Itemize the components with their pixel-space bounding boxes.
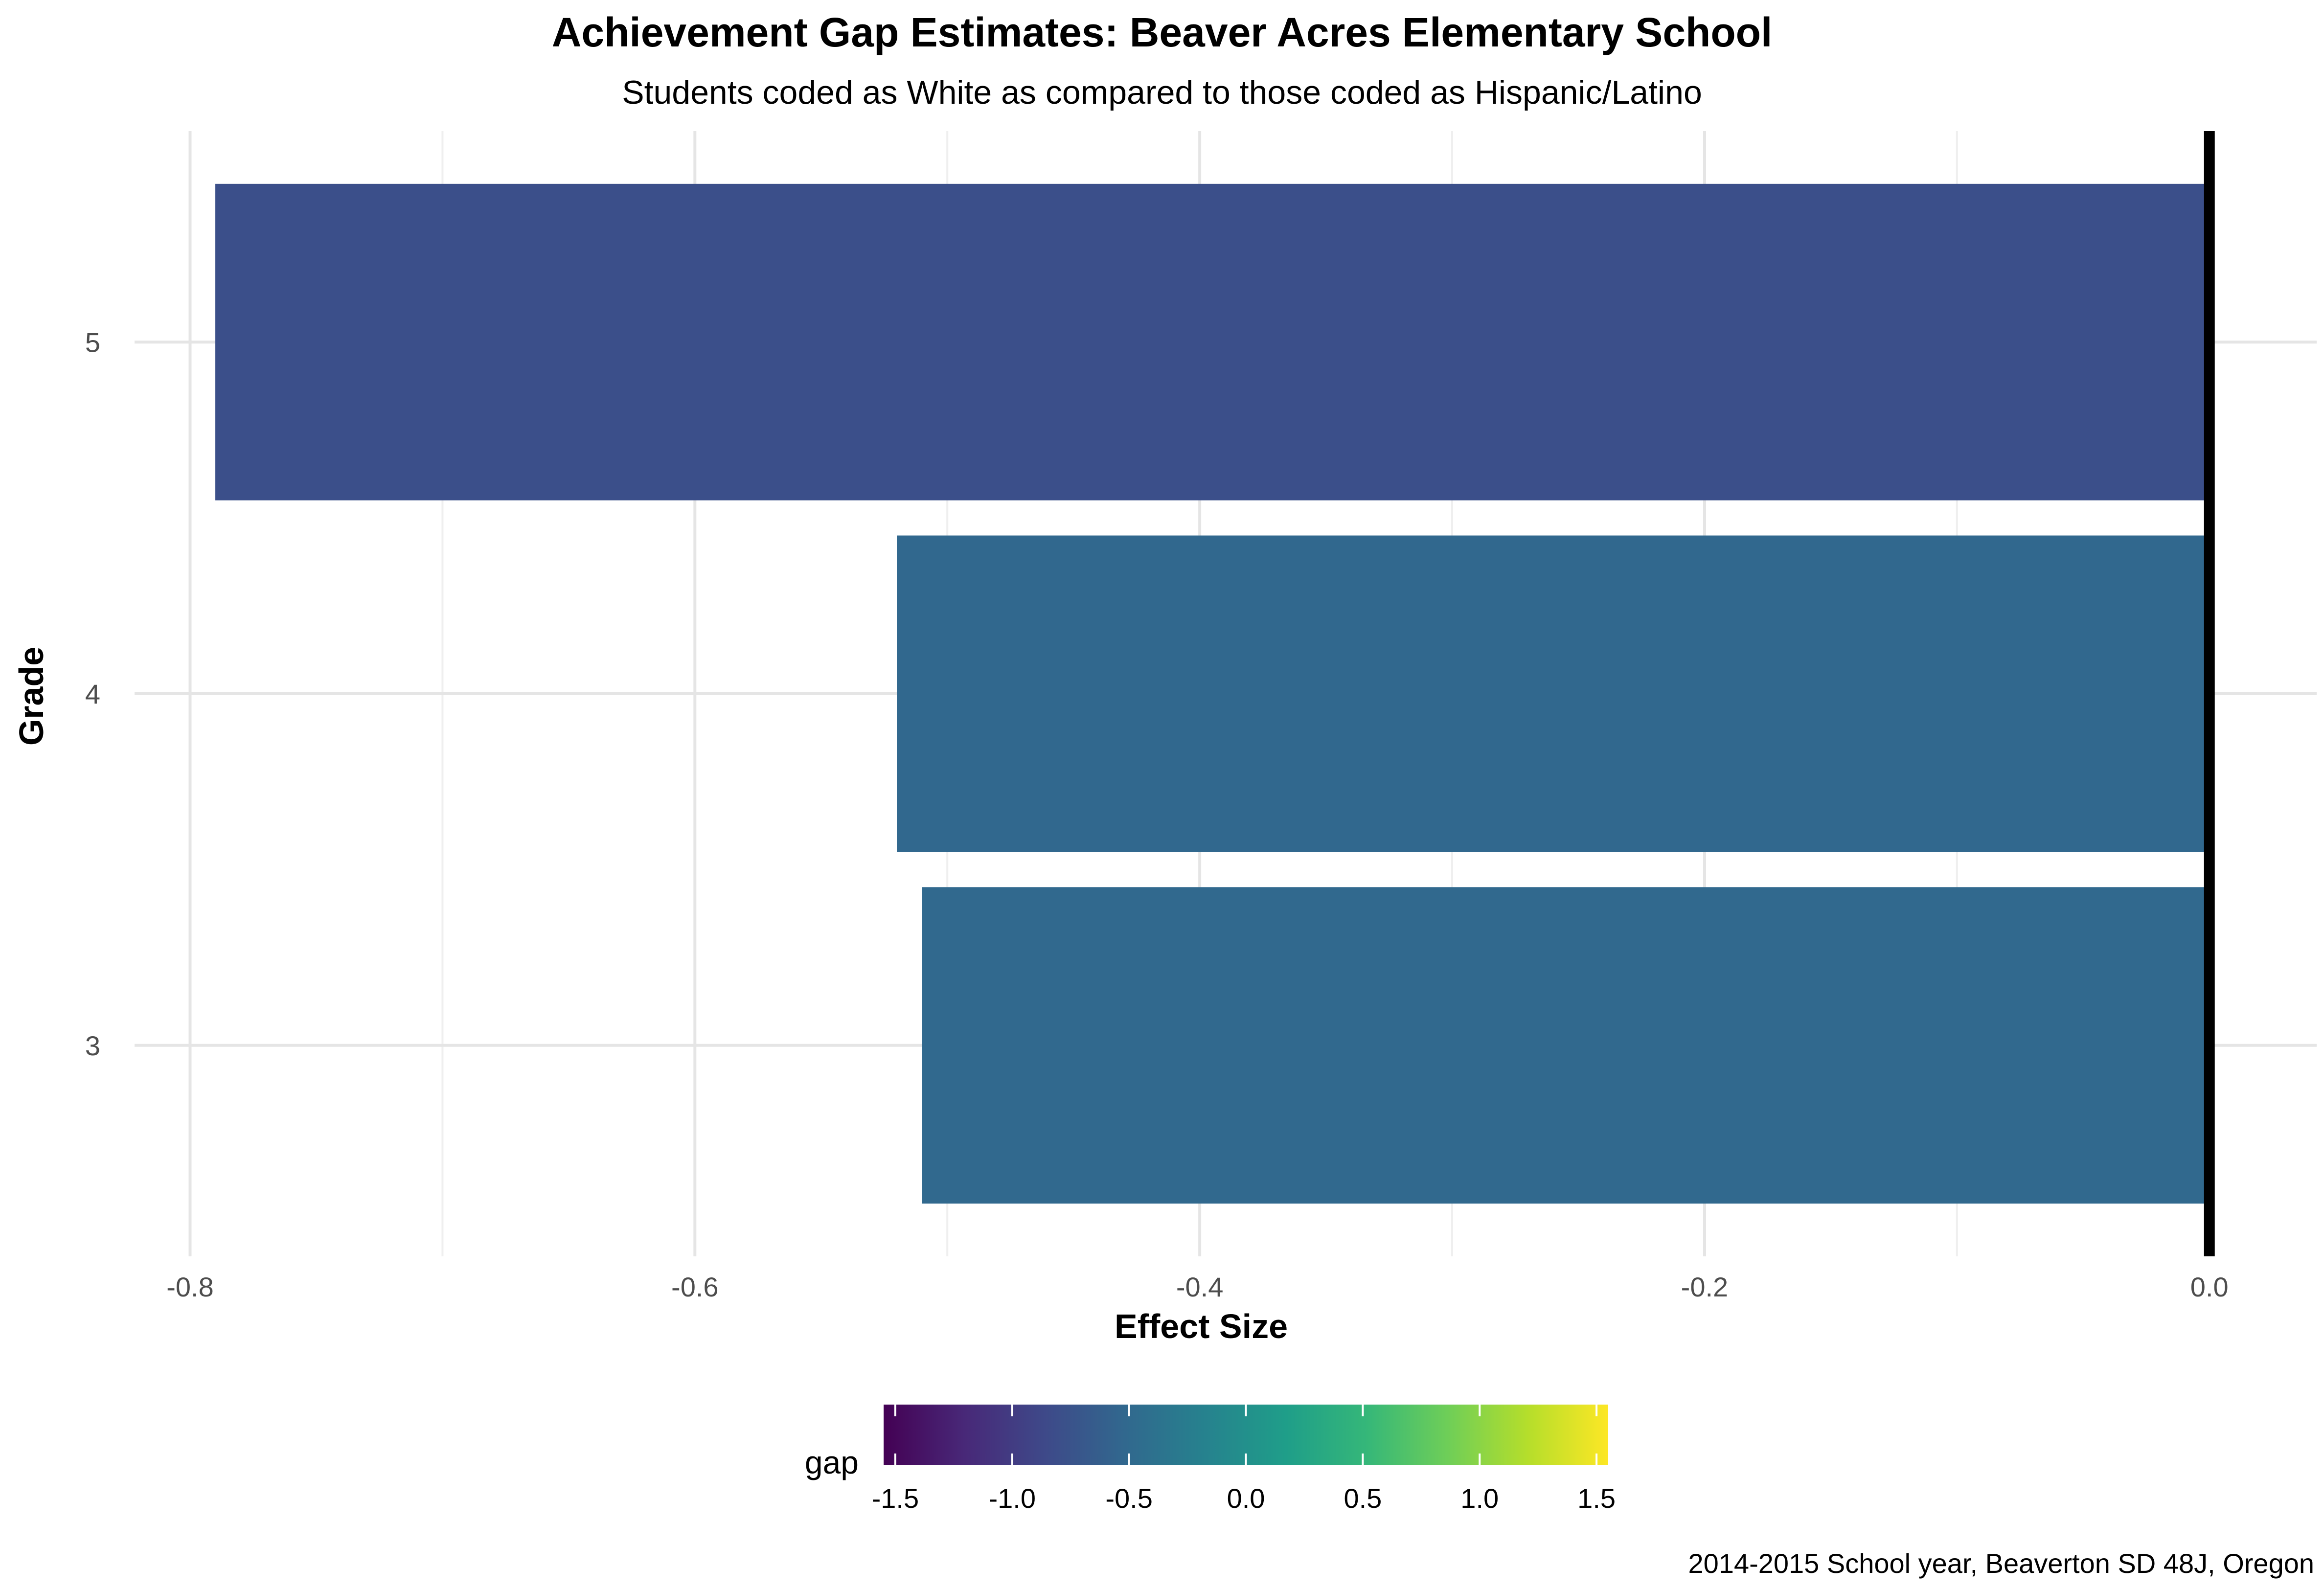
chart-subtitle: Students coded as White as compared to t…	[622, 74, 1702, 111]
legend-tick-label: -1.0	[989, 1483, 1036, 1514]
bar-grade-3	[922, 887, 2210, 1204]
x-tick-label: -0.8	[166, 1272, 214, 1302]
legend-tick-label: 0.5	[1344, 1483, 1382, 1514]
y-axis-title: Grade	[12, 647, 50, 746]
bar-grade-5	[215, 183, 2210, 500]
legend-title: gap	[805, 1444, 859, 1480]
x-axis-title: Effect Size	[1115, 1307, 1288, 1345]
x-tick-label: 0.0	[2190, 1272, 2229, 1302]
chart-title: Achievement Gap Estimates: Beaver Acres …	[552, 9, 1773, 55]
x-tick-label: -0.4	[1176, 1272, 1224, 1302]
x-tick-label: -0.2	[1681, 1272, 1729, 1302]
y-tick-label: 5	[85, 327, 100, 358]
y-tick-label: 3	[85, 1030, 100, 1061]
x-tick-label: -0.6	[671, 1272, 719, 1302]
y-tick-labels: 3 4 5	[85, 327, 100, 1061]
y-tick-label: 4	[85, 679, 100, 709]
legend-tick-label: -0.5	[1105, 1483, 1153, 1514]
legend-tick-label: -1.5	[872, 1483, 919, 1514]
legend-tick-label: 1.5	[1577, 1483, 1616, 1514]
legend-tick-label: 1.0	[1460, 1483, 1499, 1514]
bar-grade-4	[897, 535, 2210, 852]
bars-layer	[215, 183, 2210, 1204]
color-legend: gap -1.5 -1.0 -0.5 0.0 0.5 1.0 1.5	[805, 1405, 1616, 1514]
x-tick-labels: -0.8 -0.6 -0.4 -0.2 0.0	[166, 1272, 2228, 1302]
legend-tick-label: 0.0	[1227, 1483, 1265, 1514]
chart-caption: 2014-2015 School year, Beaverton SD 48J,…	[1688, 1548, 2315, 1579]
legend-ticks: -1.5 -1.0 -0.5 0.0 0.5 1.0 1.5	[872, 1405, 1616, 1514]
